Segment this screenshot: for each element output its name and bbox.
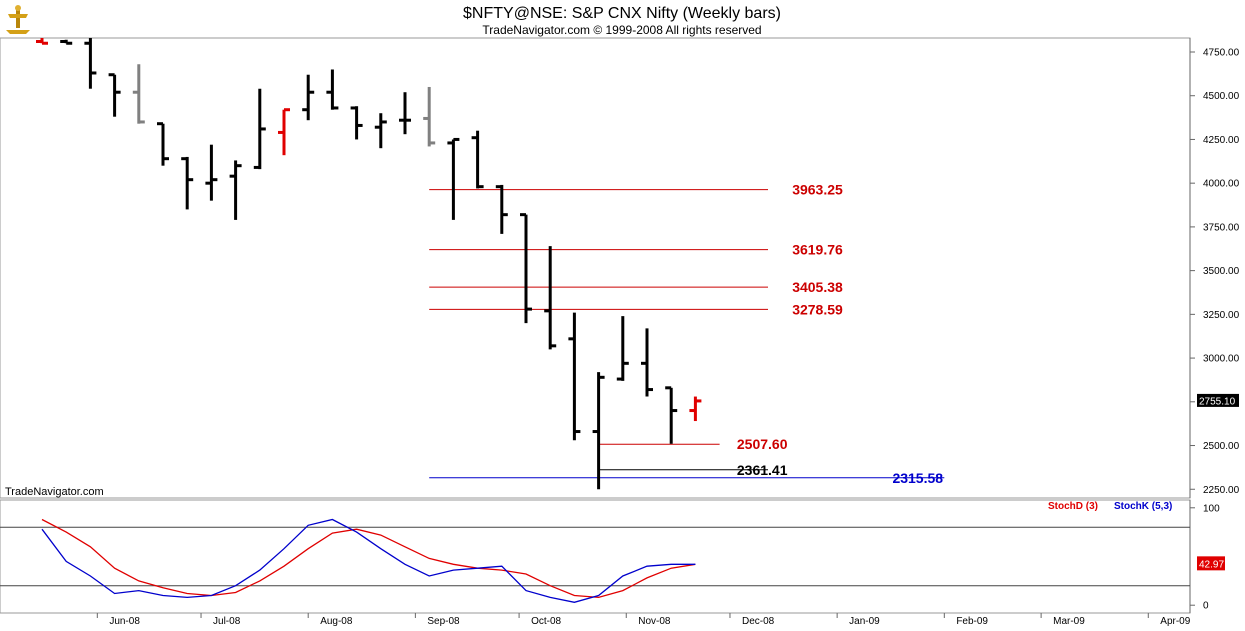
x-tick-label: Jul-08 (213, 616, 241, 627)
legend-stochd: StochD (3) (1048, 501, 1098, 512)
ohlc-bar (205, 144, 218, 201)
price-tick-label: 2500.00 (1203, 441, 1240, 452)
price-tick-label: 3000.00 (1203, 354, 1240, 365)
ohlc-bar (544, 246, 557, 350)
ohlc-bar (326, 69, 339, 110)
ohlc-bar (689, 396, 702, 422)
price-panel: 4750.00 4500.00 4250.00 4000.00 3750.00 3500.… (0, 37, 1240, 499)
watermark: TradeNavigator.com (5, 486, 104, 498)
x-tick-label: Apr-09 (1160, 616, 1190, 627)
x-tick-label: Dec-08 (742, 616, 775, 627)
level-label: 2315.58 (892, 470, 943, 486)
ohlc-bar (108, 73, 121, 117)
ohlc-bar (157, 122, 169, 166)
ohlc-bar (592, 372, 605, 490)
ohlc-bar (84, 38, 97, 89)
ohlc-bar (374, 113, 387, 149)
price-y-ticks: 4750.00 4500.00 4250.00 4000.00 3750.00 3500.… (1190, 47, 1240, 496)
chart-title: $NFTY@NSE: S&P CNX Nifty (Weekly bars) (463, 5, 781, 22)
stochastic-panel: 100 0 StochD (3) StochK (5,3) 42.97 (0, 499, 1225, 614)
ohlc-bar (302, 74, 315, 121)
legend-stochk: StochK (5,3) (1114, 501, 1172, 512)
price-tick-label: 3500.00 (1203, 266, 1240, 277)
ohlc-bar (181, 156, 194, 210)
last-price-box: 2755.10 (1197, 393, 1239, 407)
x-tick-label: Mar-09 (1053, 616, 1085, 627)
price-panel-border (0, 37, 1191, 499)
price-tick-label: 3750.00 (1203, 222, 1240, 233)
level-label: 2361.41 (737, 462, 788, 478)
ohlc-bar (423, 86, 436, 147)
price-levels: 3963.25 3619.76 3405.38 3278.59 2507.60 2361.… (429, 182, 945, 486)
price-tick-label: 2250.00 (1203, 485, 1240, 496)
ohlc-bar (616, 316, 629, 381)
ohlc-bar (278, 108, 290, 156)
x-tick-label: Sep-08 (427, 616, 460, 627)
stochastic-lines (41, 518, 696, 603)
stochastic-tick-label: 100 (1203, 503, 1220, 514)
ohlc-bar (520, 213, 532, 324)
level-label: 2507.60 (737, 436, 788, 452)
x-tick-label: Nov-08 (638, 616, 671, 627)
stochastic-y-ticks: 100 0 (1190, 503, 1220, 612)
ohlc-bar (399, 92, 411, 135)
x-tick-label: Jun-08 (109, 616, 140, 627)
ohlc-bar (60, 39, 73, 45)
app-logo-icon (6, 5, 30, 34)
ohlc-bar (36, 38, 48, 45)
x-tick-label: Oct-08 (531, 616, 561, 627)
chart-subtitle: TradeNavigator.com © 1999-2008 All right… (482, 23, 761, 37)
last-stoch-box: 42.97 (1197, 556, 1225, 571)
price-tick-label: 4750.00 (1203, 47, 1240, 58)
price-tick-label: 4000.00 (1203, 179, 1240, 190)
ohlc-bar (253, 88, 266, 170)
ohlc-bar (665, 386, 678, 444)
ohlc-bar (471, 130, 484, 189)
ohlc-bar (641, 328, 653, 397)
ohlc-bar (568, 312, 581, 441)
x-tick-label: Aug-08 (320, 616, 353, 627)
x-axis-ticks: Jun-08 Jul-08 Aug-08 Sep-08 Oct-08 Nov-08 Dec-… (96, 613, 1191, 627)
level-label: 3963.25 (792, 182, 843, 198)
stochastic-reference-lines (0, 526, 1190, 587)
price-tick-label: 4250.00 (1203, 135, 1240, 146)
ohlc-bar (447, 137, 460, 220)
last-stoch-label: 42.97 (1199, 559, 1224, 570)
ohlc-bar (350, 106, 363, 140)
level-label: 3278.59 (792, 301, 843, 317)
price-tick-label: 4500.00 (1203, 91, 1240, 102)
ohlc-bar (495, 184, 508, 234)
stochastic-series-line (41, 518, 696, 599)
price-tick-label: 3250.00 (1203, 310, 1240, 321)
price-bars (36, 38, 702, 490)
x-tick-label: Feb-09 (956, 616, 988, 627)
ohlc-bar (132, 64, 145, 124)
level-label: 3619.76 (792, 242, 843, 258)
x-tick-label: Jan-09 (849, 616, 880, 627)
stochastic-tick-label: 0 (1203, 601, 1209, 612)
stochastic-series-line (41, 518, 696, 603)
level-label: 3405.38 (792, 279, 843, 295)
last-price-label: 2755.10 (1199, 396, 1236, 407)
ohlc-bar (229, 160, 242, 220)
